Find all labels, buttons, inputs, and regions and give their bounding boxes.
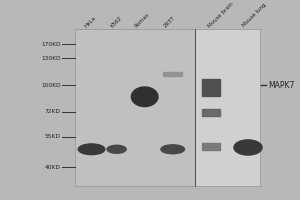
Text: K562: K562 xyxy=(110,15,124,28)
Text: Romas: Romas xyxy=(134,11,151,28)
Bar xyxy=(163,72,182,76)
Text: 130KD: 130KD xyxy=(41,56,61,61)
Text: Mouse brain: Mouse brain xyxy=(208,1,235,28)
Bar xyxy=(202,143,220,146)
Text: 72KD: 72KD xyxy=(45,109,61,114)
Ellipse shape xyxy=(161,145,184,154)
Bar xyxy=(202,147,220,150)
Bar xyxy=(202,79,220,96)
Ellipse shape xyxy=(234,140,262,155)
Text: 170KD: 170KD xyxy=(41,42,61,47)
Ellipse shape xyxy=(78,144,105,155)
Text: 293T: 293T xyxy=(163,15,176,28)
Text: 40KD: 40KD xyxy=(45,165,61,170)
Bar xyxy=(75,29,195,186)
Text: 100KD: 100KD xyxy=(41,83,61,88)
Ellipse shape xyxy=(131,87,158,107)
Bar xyxy=(195,29,260,186)
Ellipse shape xyxy=(107,145,126,153)
Text: MAPK7: MAPK7 xyxy=(268,81,294,90)
Bar xyxy=(202,109,220,116)
Text: HeLa: HeLa xyxy=(84,15,97,28)
Text: Mouse lung: Mouse lung xyxy=(242,2,267,28)
Text: 55KD: 55KD xyxy=(45,134,61,139)
